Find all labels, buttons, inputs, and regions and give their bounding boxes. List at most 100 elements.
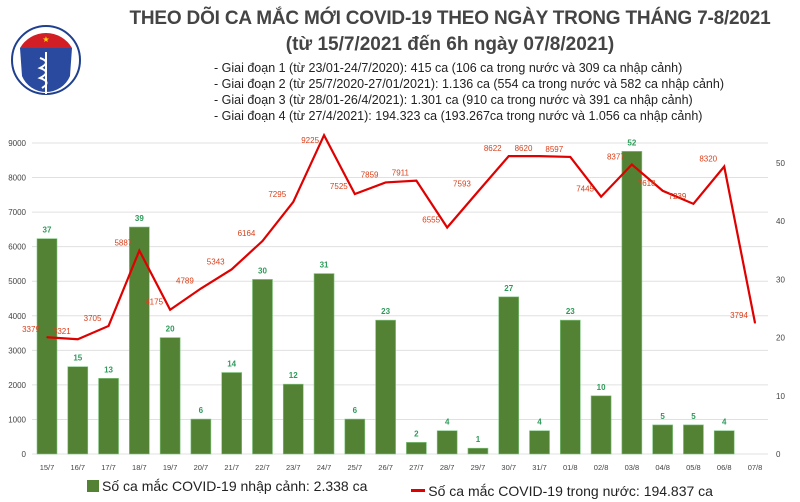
line-label: 8597 <box>545 145 563 154</box>
left-axis-tick: 2000 <box>8 381 26 390</box>
x-axis-tick: 17/7 <box>101 463 116 472</box>
bar-label: 23 <box>381 307 390 316</box>
bar-label: 10 <box>597 383 606 392</box>
x-axis-tick: 28/7 <box>440 463 455 472</box>
line-point <box>230 268 233 271</box>
x-axis-tick: 20/7 <box>194 463 209 472</box>
bar-label: 5 <box>660 412 665 421</box>
line-label: 7911 <box>392 169 410 178</box>
line-label: 3379 <box>22 325 40 334</box>
bar-label: 4 <box>722 418 727 427</box>
x-axis-tick: 26/7 <box>378 463 393 472</box>
line-point <box>415 179 418 182</box>
phase-summary: - Giai đoạn 1 (từ 23/01-24/7/2020): 415 … <box>214 60 724 124</box>
left-axis-tick: 0 <box>22 450 27 459</box>
bar <box>375 319 396 455</box>
line-label: 8320 <box>699 154 717 163</box>
bar-label: 15 <box>73 354 82 363</box>
x-axis-tick: 05/8 <box>686 463 701 472</box>
bar-label: 1 <box>476 435 481 444</box>
line-point <box>354 193 356 195</box>
line-point <box>507 155 510 157</box>
line-label: 3705 <box>84 314 102 323</box>
line-label: 7525 <box>330 182 348 191</box>
line-point <box>661 189 664 192</box>
line-point <box>138 249 141 252</box>
x-axis-tick: 03/8 <box>625 463 640 472</box>
phase-4: - Giai đoạn 4 (từ 27/4/2021): 194.323 ca… <box>214 109 703 123</box>
bar <box>344 418 366 455</box>
line-label: 7859 <box>361 170 379 179</box>
phase-1: - Giai đoạn 1 (từ 23/01-24/7/2020): 415 … <box>214 61 683 75</box>
bar-label: 52 <box>627 138 636 147</box>
x-axis-tick: 04/8 <box>655 463 670 472</box>
bar-label: 20 <box>166 325 175 334</box>
bar <box>560 319 581 455</box>
bar-label: 39 <box>135 214 144 223</box>
bar-label: 4 <box>445 418 450 427</box>
bar-label: 5 <box>691 412 696 421</box>
legend-label-domestic: Số ca mắc COVID-19 trong nước: 194.837 c… <box>428 482 713 499</box>
bar <box>590 395 612 455</box>
x-axis-tick: 06/8 <box>717 463 732 472</box>
combo-chart: 0100020003000400050006000700080009000010… <box>8 132 785 472</box>
bar <box>67 366 89 455</box>
bar-label: 6 <box>353 406 358 415</box>
right-axis-tick: 20 <box>776 334 785 343</box>
ministry-of-health-logo: ★ <box>11 25 81 95</box>
line-label: 7239 <box>669 192 687 201</box>
x-axis-tick: 07/8 <box>748 463 763 472</box>
bar-label: 13 <box>104 365 113 374</box>
bar <box>683 424 704 455</box>
line-point <box>538 155 541 157</box>
line-label: 8622 <box>484 144 502 153</box>
right-axis-tick: 50 <box>776 159 785 168</box>
line-point <box>446 226 448 229</box>
line-point <box>261 240 264 242</box>
chart-subtitle: (từ 15/7/2021 đến 6h ngày 07/8/2021) <box>285 34 615 55</box>
bar <box>406 442 427 455</box>
line-label: 3794 <box>730 311 748 320</box>
legend: Số ca mắc COVID-19 nhập cảnh: 2.338 ca S… <box>0 478 800 499</box>
x-axis-tick: 31/7 <box>532 463 547 472</box>
x-axis-tick: 22/7 <box>255 463 270 472</box>
legend-swatch-line <box>411 489 426 492</box>
line-point <box>323 134 325 137</box>
x-axis-tick: 15/7 <box>40 463 55 472</box>
line-point <box>384 181 387 184</box>
line-point <box>600 195 602 198</box>
bar <box>98 378 119 455</box>
line-label: 3321 <box>53 327 71 336</box>
legend-item-domestic: Số ca mắc COVID-19 trong nước: 194.837 c… <box>411 483 713 499</box>
bar <box>159 337 181 455</box>
bar-label: 6 <box>199 406 204 415</box>
right-axis-tick: 30 <box>776 275 785 284</box>
bar-label: 4 <box>537 418 542 427</box>
bar-label: 30 <box>258 266 267 275</box>
line-label: 7295 <box>268 190 286 199</box>
line-point <box>723 165 726 168</box>
bar-label: 2 <box>414 429 419 438</box>
bar <box>190 418 212 455</box>
line-point <box>754 322 756 324</box>
svg-text:★: ★ <box>42 35 49 44</box>
left-axis-tick: 6000 <box>8 243 26 252</box>
line-label: 7618 <box>638 179 656 188</box>
line-label: 7593 <box>453 180 471 189</box>
line-label: 7445 <box>576 185 594 194</box>
line-point <box>200 287 202 290</box>
line-point <box>46 336 48 339</box>
line-point <box>477 190 479 193</box>
x-axis-tick: 29/7 <box>471 463 486 472</box>
line-point <box>169 308 171 311</box>
x-axis-tick: 30/7 <box>501 463 516 472</box>
bar-label: 31 <box>320 261 329 270</box>
bar <box>129 226 150 455</box>
bar <box>498 296 520 455</box>
line-label: 5887 <box>114 239 132 248</box>
bar <box>282 383 304 455</box>
legend-swatch-bar <box>87 480 100 492</box>
line-point <box>692 203 695 205</box>
left-axis-tick: 3000 <box>8 346 26 355</box>
